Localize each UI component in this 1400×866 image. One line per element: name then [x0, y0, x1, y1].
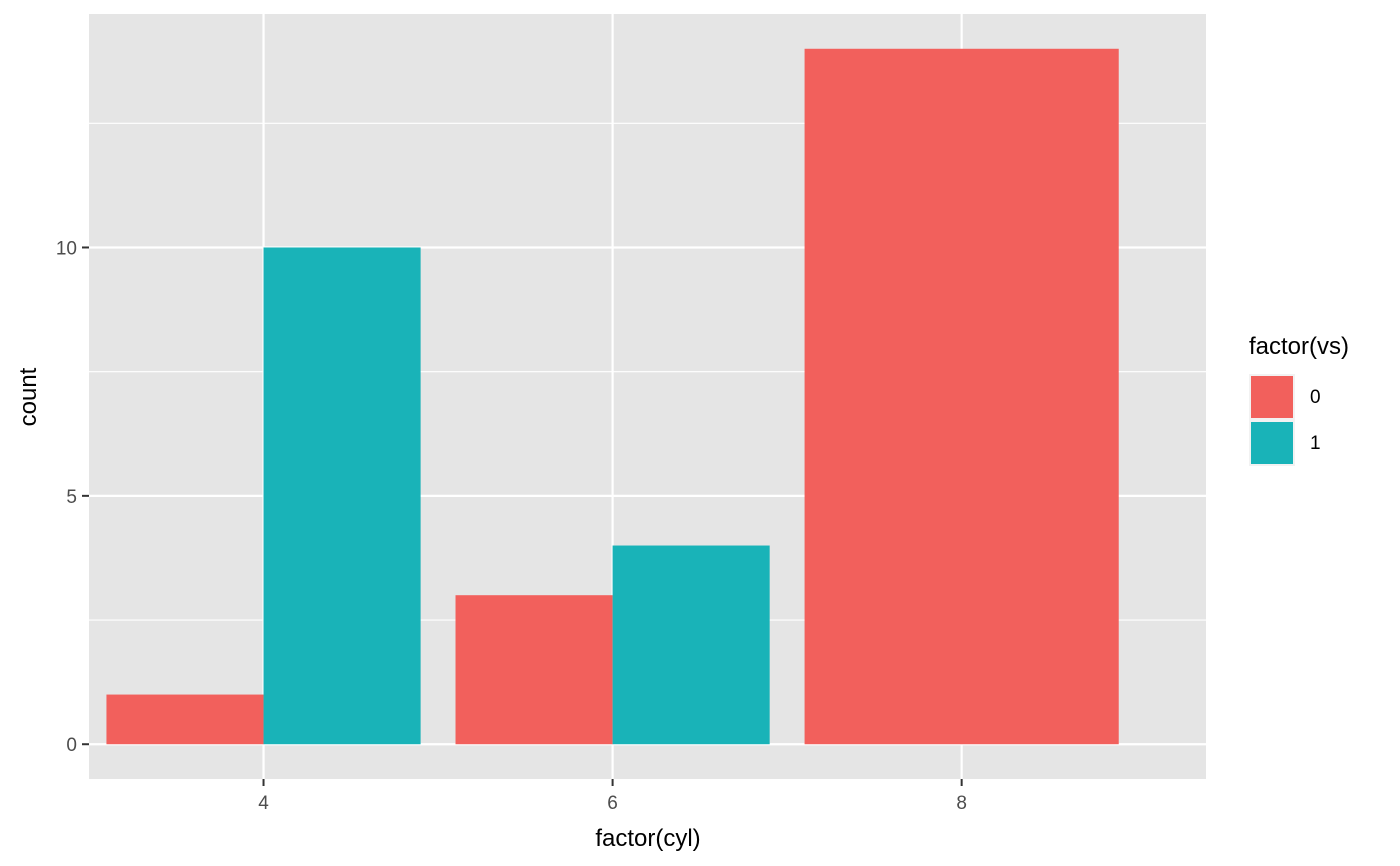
x-tick-label: 6: [607, 793, 618, 814]
legend-label-0: 0: [1310, 387, 1321, 408]
legend: factor(vs) 0 1: [1249, 333, 1349, 466]
x-axis-title: factor(cyl): [595, 825, 700, 852]
y-tick-label: 5: [66, 487, 77, 508]
legend-key-1: [1251, 422, 1293, 464]
y-axis: 0 5 10: [56, 238, 89, 756]
bars: [106, 48, 1119, 745]
y-tick-label: 10: [56, 238, 77, 259]
legend-label-1: 1: [1310, 433, 1321, 454]
y-axis-title: count: [15, 367, 42, 426]
bar-cyl8-vs0: [804, 48, 1119, 745]
bar-cyl6-vs1: [612, 545, 770, 745]
bar-cyl4-vs0: [106, 694, 264, 745]
y-tick-label: 0: [66, 735, 77, 756]
x-tick-label: 8: [956, 793, 967, 814]
legend-key-0: [1251, 376, 1293, 418]
x-tick-label: 4: [258, 793, 269, 814]
bar-cyl4-vs1: [263, 247, 421, 745]
legend-title: factor(vs): [1249, 333, 1349, 360]
bar-cyl6-vs0: [455, 595, 613, 745]
x-axis: 4 6 8: [258, 779, 967, 814]
